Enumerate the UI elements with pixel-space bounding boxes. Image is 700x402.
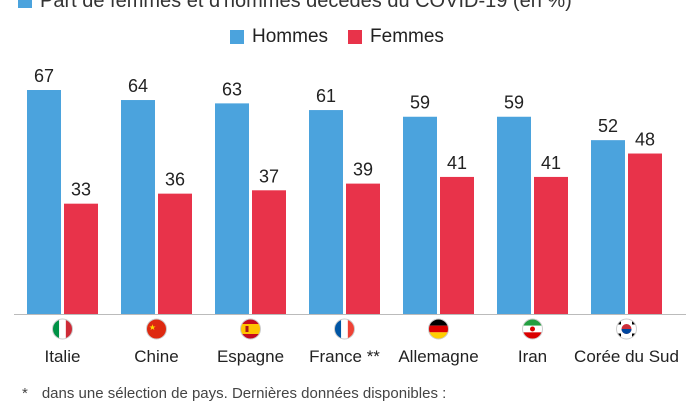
bar-femmes — [534, 176, 568, 314]
bar-hommes — [403, 116, 437, 314]
bar-femmes — [440, 176, 474, 314]
bar-femmes — [346, 183, 380, 314]
data-label-hommes: 64 — [128, 76, 148, 96]
bar-hommes — [309, 110, 343, 315]
data-label-hommes: 67 — [34, 66, 54, 86]
footnote-marker: * — [22, 385, 28, 402]
legend-item-femmes: Femmes — [348, 26, 444, 48]
bar-femmes — [252, 190, 286, 314]
category-label: Corée du Sud — [574, 347, 679, 366]
data-label-femmes: 33 — [71, 180, 91, 200]
chart-title: Part de femmes et d'hommes décédés du CO… — [18, 0, 572, 12]
chart-title-text: Part de femmes et d'hommes décédés du CO… — [40, 0, 572, 12]
footnote-text: dans une sélection de pays. Dernières do… — [41, 385, 447, 402]
legend: Hommes Femmes — [230, 26, 444, 48]
footnote: * dans une sélection de pays. Dernières d… — [22, 385, 446, 402]
bar-hommes — [121, 100, 155, 315]
data-label-femmes: 41 — [447, 153, 467, 173]
italy-flag-icon — [52, 318, 73, 340]
category-label: Iran — [518, 347, 547, 366]
category-label: Chine — [134, 347, 178, 366]
data-label-femmes: 48 — [635, 130, 655, 150]
data-label-femmes: 41 — [541, 153, 561, 173]
data-label-femmes: 39 — [353, 160, 373, 180]
bar-femmes — [628, 153, 662, 314]
legend-label-femmes: Femmes — [370, 26, 444, 47]
china-flag-icon: ★ — [146, 318, 167, 340]
category-label: France ** — [309, 347, 380, 366]
france-flag-icon — [334, 318, 355, 340]
iran-flag-icon — [522, 318, 543, 340]
title-marker — [18, 0, 32, 8]
bar-femmes — [158, 193, 192, 314]
legend-item-hommes: Hommes — [230, 26, 328, 48]
data-label-hommes: 59 — [504, 93, 524, 113]
data-label-hommes: 59 — [410, 93, 430, 113]
data-label-femmes: 37 — [259, 166, 279, 186]
bar-hommes — [215, 103, 249, 314]
germany-flag-icon — [428, 318, 449, 340]
legend-swatch-femmes — [348, 30, 363, 44]
data-label-hommes: 52 — [598, 116, 618, 136]
svg-text:★: ★ — [149, 323, 156, 332]
data-label-hommes: 63 — [222, 79, 242, 99]
legend-swatch-hommes — [230, 30, 244, 44]
legend-label-hommes: Hommes — [252, 26, 329, 47]
bar-hommes — [497, 116, 531, 314]
data-label-hommes: 61 — [316, 86, 336, 106]
category-label: Allemagne — [398, 347, 478, 366]
bar-hommes — [591, 140, 625, 314]
category-label: Italie — [45, 347, 81, 366]
south-korea-flag-icon — [616, 318, 637, 340]
bar-hommes — [27, 90, 61, 314]
category-label: Espagne — [217, 347, 284, 366]
spain-flag-icon — [240, 318, 261, 340]
bar-femmes — [64, 203, 98, 314]
data-label-femmes: 36 — [165, 170, 185, 190]
